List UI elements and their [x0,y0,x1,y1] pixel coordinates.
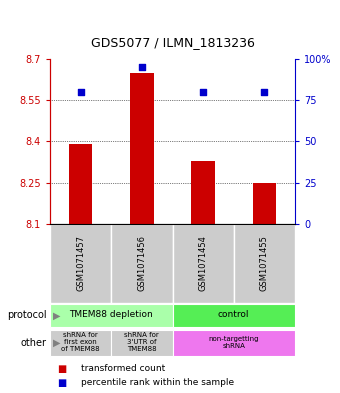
Text: GSM1071455: GSM1071455 [260,235,269,291]
Text: GSM1071456: GSM1071456 [137,235,147,291]
Bar [191,161,215,224]
Text: control: control [218,310,250,320]
Point [78,89,83,95]
Bar [253,183,276,224]
Text: GSM1071457: GSM1071457 [76,235,85,291]
Text: ▶: ▶ [53,310,61,320]
Bar [130,73,154,224]
Text: ■: ■ [57,364,66,374]
Bar [50,330,111,356]
Text: protocol: protocol [7,310,47,320]
Text: GSM1071454: GSM1071454 [199,235,208,291]
Point [139,64,144,70]
Bar [69,144,92,224]
Point [262,89,267,95]
Text: non-targetting
shRNA: non-targetting shRNA [208,336,259,349]
Text: percentile rank within the sample: percentile rank within the sample [81,378,234,387]
Text: TMEM88 depletion: TMEM88 depletion [69,310,153,320]
Text: shRNA for
first exon
of TMEM88: shRNA for first exon of TMEM88 [61,332,100,352]
Bar [172,224,234,303]
Text: transformed count: transformed count [81,364,165,373]
Bar [50,304,172,327]
Text: other: other [21,338,47,348]
Bar [111,224,172,303]
Text: ▶: ▶ [53,338,61,348]
Bar [111,330,172,356]
Text: shRNA for
3'UTR of
TMEM88: shRNA for 3'UTR of TMEM88 [124,332,159,352]
Bar [50,224,111,303]
Bar [172,330,295,356]
Bar [234,224,295,303]
Bar [172,304,295,327]
Text: GDS5077 / ILMN_1813236: GDS5077 / ILMN_1813236 [90,36,254,49]
Point [200,89,206,95]
Text: ■: ■ [57,378,66,388]
